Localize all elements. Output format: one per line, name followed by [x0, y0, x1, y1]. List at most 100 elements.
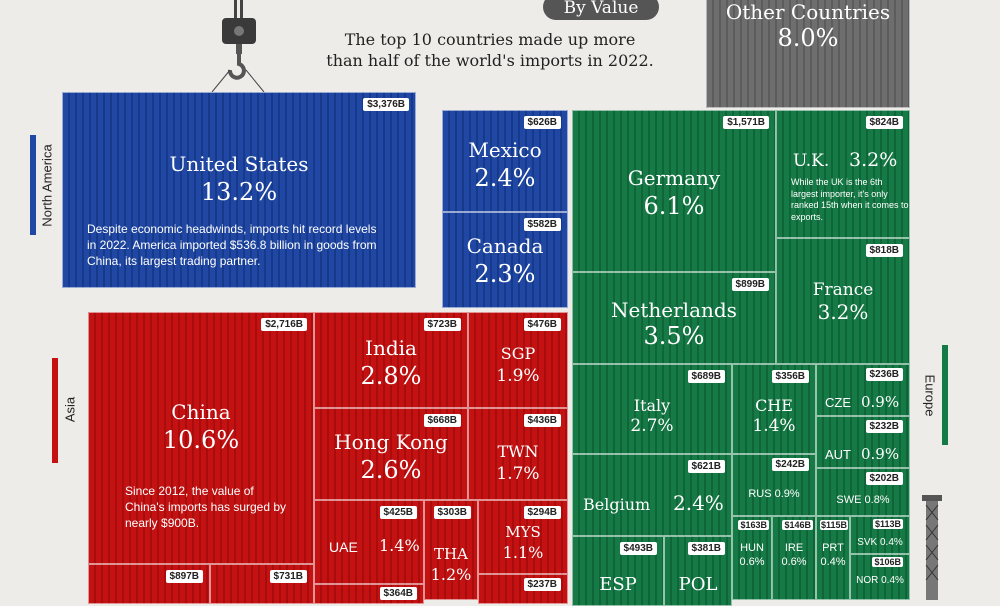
region-label-north-america: North America — [39, 144, 55, 227]
tile-ire-name: IRE — [784, 542, 804, 554]
tile-asia-364: $364B — [314, 584, 424, 604]
tile-canada-value: $582B — [523, 218, 561, 231]
tile-prt-name: PRT — [822, 542, 844, 554]
tile-us-note: Despite economic headwinds, imports hit … — [87, 222, 377, 269]
tile-asia-237-value: $237B — [523, 578, 561, 591]
tile-france-value: $818B — [865, 244, 903, 257]
tile-nor: $106B NOR 0.4% — [850, 554, 910, 600]
tile-us-share: 13.2% — [200, 178, 278, 206]
tile-rus-name: RUS — [748, 488, 772, 500]
tile-asia-897-value: $897B — [165, 570, 203, 583]
tile-mys-value: $294B — [523, 506, 561, 519]
tile-ire-value: $146B — [782, 520, 813, 530]
region-label-asia: Asia — [62, 396, 78, 423]
tile-esp-name: ESP — [599, 574, 637, 595]
tile-mexico-value: $626B — [523, 116, 561, 129]
tile-esp: $493B ESP — [572, 536, 664, 606]
tile-aut: $232B AUT 0.9% — [816, 416, 910, 468]
region-bar-asia — [52, 358, 58, 463]
tile-mexico-name: Mexico — [468, 138, 542, 162]
tile-china-name: China — [171, 400, 231, 424]
tile-germany-value: $1,571B — [723, 116, 769, 129]
tile-netherlands-value: $899B — [731, 278, 769, 291]
tile-svk-name: SVK — [857, 537, 878, 548]
tile-united-states: $3,376B United States 13.2% Despite econ… — [62, 92, 416, 288]
tile-nor-label: NOR 0.4% — [851, 574, 909, 587]
tile-svk-share: 0.4% — [880, 537, 903, 548]
region-label-europe: Europe — [922, 374, 938, 417]
tile-hun-value: $163B — [738, 520, 769, 530]
tile-swe-value: $202B — [865, 472, 903, 485]
tile-swe-label: SWE 0.8% — [817, 493, 909, 507]
tile-prt-value: $115B — [819, 520, 848, 530]
tile-hun-name: HUN — [740, 542, 764, 554]
tile-china-share: 10.6% — [162, 426, 240, 454]
tile-che-share: 1.4% — [752, 416, 796, 436]
tile-cze-share: 0.9% — [861, 393, 900, 411]
subtitle-line-1: The top 10 countries made up more — [344, 30, 636, 49]
tile-che: $356B CHE 1.4% — [732, 364, 816, 454]
tile-hk-name: Hong Kong — [334, 430, 448, 454]
tile-uae-share: 1.4% — [379, 536, 420, 555]
tile-india-name: India — [365, 336, 417, 360]
tile-twn-share: 1.7% — [496, 464, 540, 484]
tile-germany-name: Germany — [627, 166, 721, 190]
tile-nor-value: $106B — [872, 557, 903, 567]
tile-india-value: $723B — [423, 318, 461, 331]
tile-uk-value: $824B — [865, 116, 903, 129]
tile-belgium-name: Belgium — [583, 495, 651, 514]
tile-france-share: 3.2% — [817, 300, 869, 324]
tile-mys-share: 1.1% — [502, 543, 544, 562]
tile-hun-share: 0.6% — [739, 556, 765, 568]
subtitle: The top 10 countries made up more than h… — [320, 30, 660, 72]
tile-mys: $294B MYS 1.1% — [478, 500, 568, 574]
tile-swe-name: SWE — [836, 494, 862, 506]
tile-italy-share: 2.7% — [630, 416, 674, 436]
tile-china: $2,716B China 10.6% Since 2012, the valu… — [88, 312, 314, 564]
tile-rus-value: $242B — [771, 458, 809, 471]
tile-aut-value: $232B — [865, 420, 903, 433]
tile-canada-name: Canada — [466, 234, 544, 258]
tile-china-note: Since 2012, the value of China's imports… — [125, 484, 287, 531]
tile-belgium-value: $621B — [687, 460, 725, 473]
tile-italy: $689B Italy 2.7% — [572, 364, 732, 454]
tile-nor-name: NOR — [856, 575, 879, 586]
tile-uk: $824B U.K. 3.2% While the UK is the 6th … — [776, 110, 910, 238]
tile-che-value: $356B — [771, 370, 809, 383]
tile-uae-name: UAE — [329, 539, 358, 555]
tile-ire-share: 0.6% — [781, 556, 807, 568]
tile-mys-name: MYS — [505, 523, 541, 541]
tile-tha-value: $303B — [433, 506, 471, 519]
crane-tower-icon — [922, 495, 942, 600]
tile-uae-value: $425B — [379, 506, 417, 519]
tile-uk-note: While the UK is the 6th largest importer… — [791, 177, 909, 223]
tile-twn: $436B TWN 1.7% — [468, 408, 568, 500]
tile-asia-731-value: $731B — [269, 570, 307, 583]
tile-germany: $1,571B Germany 6.1% — [572, 110, 776, 272]
tile-prt: $115B PRT 0.4% — [816, 516, 850, 600]
tile-svk: $113B SVK 0.4% — [850, 516, 910, 554]
tile-nor-share: 0.4% — [881, 575, 904, 586]
tile-italy-name: Italy — [633, 396, 671, 415]
tile-prt-share: 0.4% — [820, 556, 846, 568]
tile-netherlands: $899B Netherlands 3.5% — [572, 272, 776, 364]
tile-hun: $163B HUN 0.6% — [732, 516, 772, 600]
tile-china-value: $2,716B — [261, 318, 307, 331]
tile-svk-value: $113B — [872, 519, 903, 529]
tile-cze: $236B CZE 0.9% — [816, 364, 910, 416]
tile-india: $723B India 2.8% — [314, 312, 468, 408]
tile-aut-share: 0.9% — [861, 445, 900, 463]
tile-uk-share: 3.2% — [849, 149, 898, 171]
tile-rus: $242B RUS 0.9% — [732, 454, 816, 516]
tile-germany-share: 6.1% — [643, 192, 705, 220]
region-bar-europe — [942, 345, 948, 445]
tile-asia-364-value: $364B — [379, 587, 417, 600]
tile-hong-kong: $668B Hong Kong 2.6% — [314, 408, 468, 500]
by-value-badge: By Value — [543, 0, 659, 20]
tile-other-share: 8.0% — [777, 24, 839, 52]
tile-rus-share: 0.9% — [774, 488, 800, 500]
tile-esp-value: $493B — [619, 542, 657, 555]
crane-hook-icon — [211, 0, 265, 92]
tile-sgp: $476B SGP 1.9% — [468, 312, 568, 408]
tile-belgium: $621B Belgium 2.4% — [572, 454, 732, 536]
